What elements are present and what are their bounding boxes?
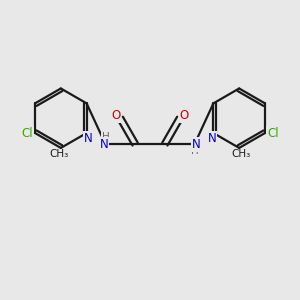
Text: N: N: [84, 132, 92, 145]
Text: Cl: Cl: [21, 127, 33, 140]
Text: N: N: [208, 132, 216, 145]
Text: Cl: Cl: [267, 127, 279, 140]
Text: N: N: [100, 138, 108, 151]
Text: N: N: [192, 138, 200, 151]
Text: H: H: [191, 146, 199, 157]
Text: O: O: [111, 109, 120, 122]
Text: CH₃: CH₃: [231, 149, 250, 160]
Text: H: H: [101, 132, 109, 142]
Text: CH₃: CH₃: [50, 149, 69, 160]
Text: O: O: [180, 109, 189, 122]
